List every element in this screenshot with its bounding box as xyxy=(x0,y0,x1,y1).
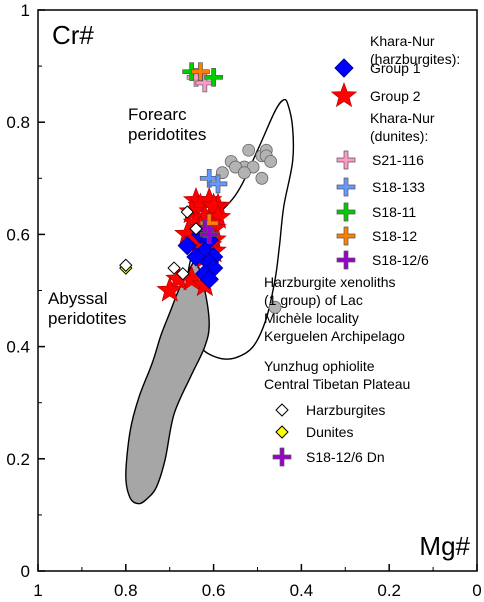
points-layer xyxy=(119,62,282,314)
legend-marker-cross xyxy=(336,226,356,246)
data-point-circle xyxy=(268,300,282,314)
data-point-cross xyxy=(186,67,206,87)
field-label-abyssal-line1: Abyssal xyxy=(48,289,108,308)
legend-heading: Kerguelen Archipelago xyxy=(264,328,405,344)
data-point-diamond xyxy=(177,235,197,256)
data-point-diamond xyxy=(189,222,203,236)
data-point-star xyxy=(200,192,227,218)
data-point-cross xyxy=(199,168,219,188)
legend-entry-label: S18-133 xyxy=(372,179,425,195)
data-point-diamond xyxy=(119,258,133,272)
data-point-diamond xyxy=(180,205,194,219)
x-tick-label: 0.6 xyxy=(202,581,226,600)
legend-marker-cross xyxy=(336,250,356,270)
legend-marker-cross xyxy=(272,447,292,467)
legend-marker-cross xyxy=(336,202,356,222)
field-label-forearc-line2: peridotites xyxy=(128,125,206,144)
data-point-circle xyxy=(237,166,251,180)
y-tick-label: 0.2 xyxy=(6,450,30,469)
field-label-abyssal-line2: peridotites xyxy=(48,309,126,328)
legend-marker-diamond xyxy=(275,425,289,439)
y-tick-label: 0.4 xyxy=(6,338,30,357)
data-point-diamond xyxy=(167,261,181,275)
legend-heading: Central Tibetan Plateau xyxy=(264,376,410,392)
x-tick-label: 1 xyxy=(33,581,42,600)
y-tick-label: 0.6 xyxy=(6,225,30,244)
x-tick-label: 0.2 xyxy=(377,581,401,600)
legend: Khara-Nur (harzburgites):Group 1 Group 2 Kh… xyxy=(264,33,460,467)
x-tick-label: 0 xyxy=(472,581,481,600)
legend-heading: Yunzhug ophiolite xyxy=(264,358,375,374)
data-point-cross xyxy=(195,73,215,93)
y-tick-label: 0 xyxy=(21,562,30,581)
legend-entry-label: S18-12 xyxy=(372,228,417,244)
legend-entry-label: Group 1 xyxy=(370,60,421,76)
data-point-circle xyxy=(264,155,278,168)
legend-heading: Khara-Nur xyxy=(370,33,435,49)
data-point-circle xyxy=(255,171,269,185)
x-axis-title: Mg# xyxy=(419,531,470,561)
legend-marker-cross xyxy=(336,150,356,170)
legend-entry-label: S18-12/6 Dn xyxy=(306,449,385,465)
legend-entry-label: S21-116 xyxy=(372,152,424,168)
ticks-layer: 1 0.8 0.6 0.4 0.2 0 0 0.2 0.4 0.6 0.8 1 xyxy=(6,1,481,600)
data-point-cross xyxy=(208,174,228,194)
legend-entry-label: Group 2 xyxy=(370,88,421,104)
y-axis-title: Cr# xyxy=(52,20,94,50)
legend-entry-label: S18-12/6 xyxy=(372,252,429,268)
legend-marker-diamond xyxy=(275,403,289,417)
x-tick-label: 0.4 xyxy=(290,581,314,600)
legend-heading: Michèle locality xyxy=(264,310,359,326)
y-tick-label: 0.8 xyxy=(6,113,30,132)
legend-entry-label: Harzburgites xyxy=(306,402,385,418)
data-point-star xyxy=(156,276,183,302)
legend-heading: Harzburgite xenoliths xyxy=(264,274,396,290)
legend-heading: (dunites): xyxy=(370,128,428,144)
legend-heading: (harzburgites): xyxy=(370,51,460,67)
data-point-diamond xyxy=(186,247,206,267)
legend-entry-label: S18-11 xyxy=(372,204,416,220)
x-tick-label: 0.8 xyxy=(114,581,138,600)
y-tick-label: 1 xyxy=(21,1,30,20)
data-point-circle xyxy=(242,143,256,157)
field-label-forearc-line1: Forearc xyxy=(128,105,187,124)
legend-marker-cross xyxy=(336,177,356,197)
legend-heading: Khara-Nur xyxy=(370,110,435,126)
data-point-cross xyxy=(191,62,210,82)
legend-entry-label: Dunites xyxy=(306,424,353,440)
legend-heading: (1 group) of Lac xyxy=(264,292,363,308)
data-point-cross xyxy=(204,67,223,87)
data-point-cross xyxy=(199,225,219,244)
data-point-diamond xyxy=(199,269,219,289)
legend-marker-star xyxy=(330,82,358,108)
legend-marker-diamond xyxy=(334,58,354,78)
data-point-diamond xyxy=(176,266,190,281)
